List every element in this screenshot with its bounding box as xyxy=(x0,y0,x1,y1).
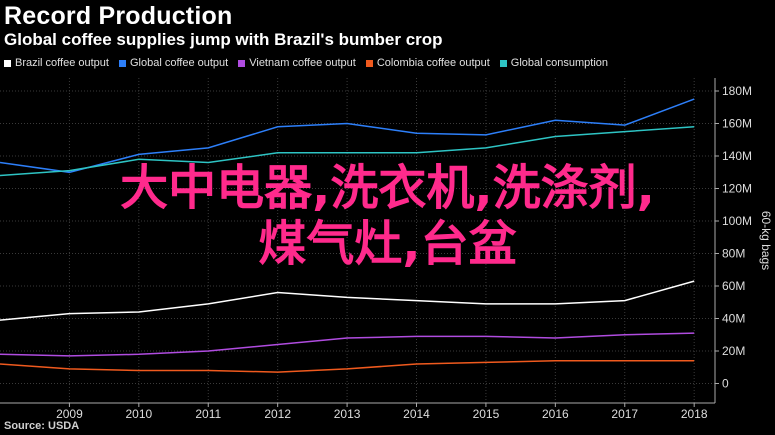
legend-item-global-output: Global coffee output xyxy=(118,57,229,69)
x-tick-label: 2012 xyxy=(264,407,291,421)
series-line-colombia-coffee-output xyxy=(0,360,695,373)
x-tick-label: 2010 xyxy=(125,407,152,421)
legend-swatch xyxy=(4,59,11,67)
legend-label: Brazil coffee output xyxy=(15,57,109,69)
x-tick-label: 2017 xyxy=(611,407,638,421)
y-tick-label: 140M xyxy=(722,149,752,163)
series-line-global-coffee-output xyxy=(0,98,695,174)
chart-legend: Brazil coffee output Global coffee outpu… xyxy=(4,57,608,69)
x-tick-label: 2011 xyxy=(195,407,221,421)
y-tick-label: 120M xyxy=(722,182,752,196)
x-tick-label: 2016 xyxy=(542,407,569,421)
y-tick-label: 20M xyxy=(722,344,745,358)
legend-label: Vietnam coffee output xyxy=(249,57,356,69)
x-tick-label: 2015 xyxy=(473,407,500,421)
chart-source: Source: USDA xyxy=(4,420,80,432)
x-tick-label: 2014 xyxy=(403,407,430,421)
y-tick-label: 80M xyxy=(722,247,745,261)
y-tick-label: 100M xyxy=(722,214,752,228)
y-tick-label: 0 xyxy=(722,377,729,391)
legend-item-global-consumption: Global consumption xyxy=(499,57,609,69)
legend-item-vietnam: Vietnam coffee output xyxy=(238,57,356,69)
y-axis-label: 60-kg bags xyxy=(759,211,773,270)
legend-swatch xyxy=(499,59,507,67)
x-tick-label: 2018 xyxy=(681,407,708,421)
legend-swatch xyxy=(118,59,126,67)
y-tick-label: 160M xyxy=(722,117,752,131)
series-line-vietnam-coffee-output xyxy=(0,332,695,357)
overlay-line-1: 大中电器,洗衣机,洗涤剂, xyxy=(120,160,655,216)
legend-label: Global coffee output xyxy=(129,57,229,69)
legend-swatch xyxy=(238,59,246,67)
legend-label: Global consumption xyxy=(510,57,609,69)
x-tick-label: 2009 xyxy=(56,407,83,421)
legend-swatch xyxy=(365,59,373,67)
legend-item-brazil: Brazil coffee output xyxy=(4,57,109,69)
y-tick-label: 40M xyxy=(722,312,745,326)
y-tick-label: 60M xyxy=(722,279,745,293)
x-tick-label: 2013 xyxy=(334,407,361,421)
y-tick-label: 180M xyxy=(722,84,752,98)
overlay-line-2: 煤气灶,台盆 xyxy=(258,216,517,272)
series-line-global-consumption xyxy=(0,126,695,177)
series-line-brazil-coffee-output xyxy=(0,280,695,321)
watermark-overlay-text: 大中电器,洗衣机,洗涤剂, 煤气灶,台盆 xyxy=(0,160,775,272)
chart-title: Record Production xyxy=(4,2,233,30)
legend-item-colombia: Colombia coffee output xyxy=(365,57,490,69)
legend-label: Colombia coffee output xyxy=(376,57,490,69)
chart-subtitle: Global coffee supplies jump with Brazil'… xyxy=(4,30,443,49)
